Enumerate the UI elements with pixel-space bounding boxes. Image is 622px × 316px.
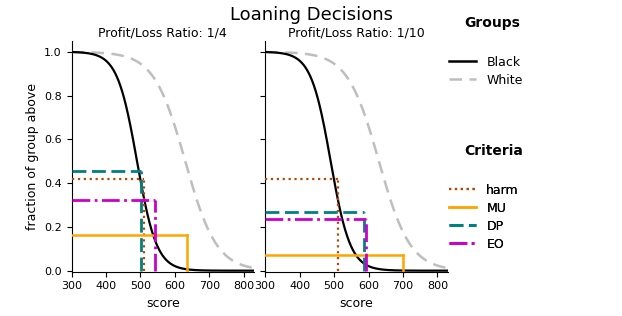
Text: Groups: Groups [465,16,520,30]
Text: Criteria: Criteria [465,144,523,158]
Text: Loaning Decisions: Loaning Decisions [230,6,392,24]
X-axis label: score: score [340,297,373,310]
Title: Profit/Loss Ratio: 1/10: Profit/Loss Ratio: 1/10 [288,27,425,40]
Y-axis label: fraction of group above: fraction of group above [26,83,39,230]
X-axis label: score: score [146,297,180,310]
Legend: harm, MU, DP, EO: harm, MU, DP, EO [449,184,519,251]
Title: Profit/Loss Ratio: 1/4: Profit/Loss Ratio: 1/4 [98,27,227,40]
